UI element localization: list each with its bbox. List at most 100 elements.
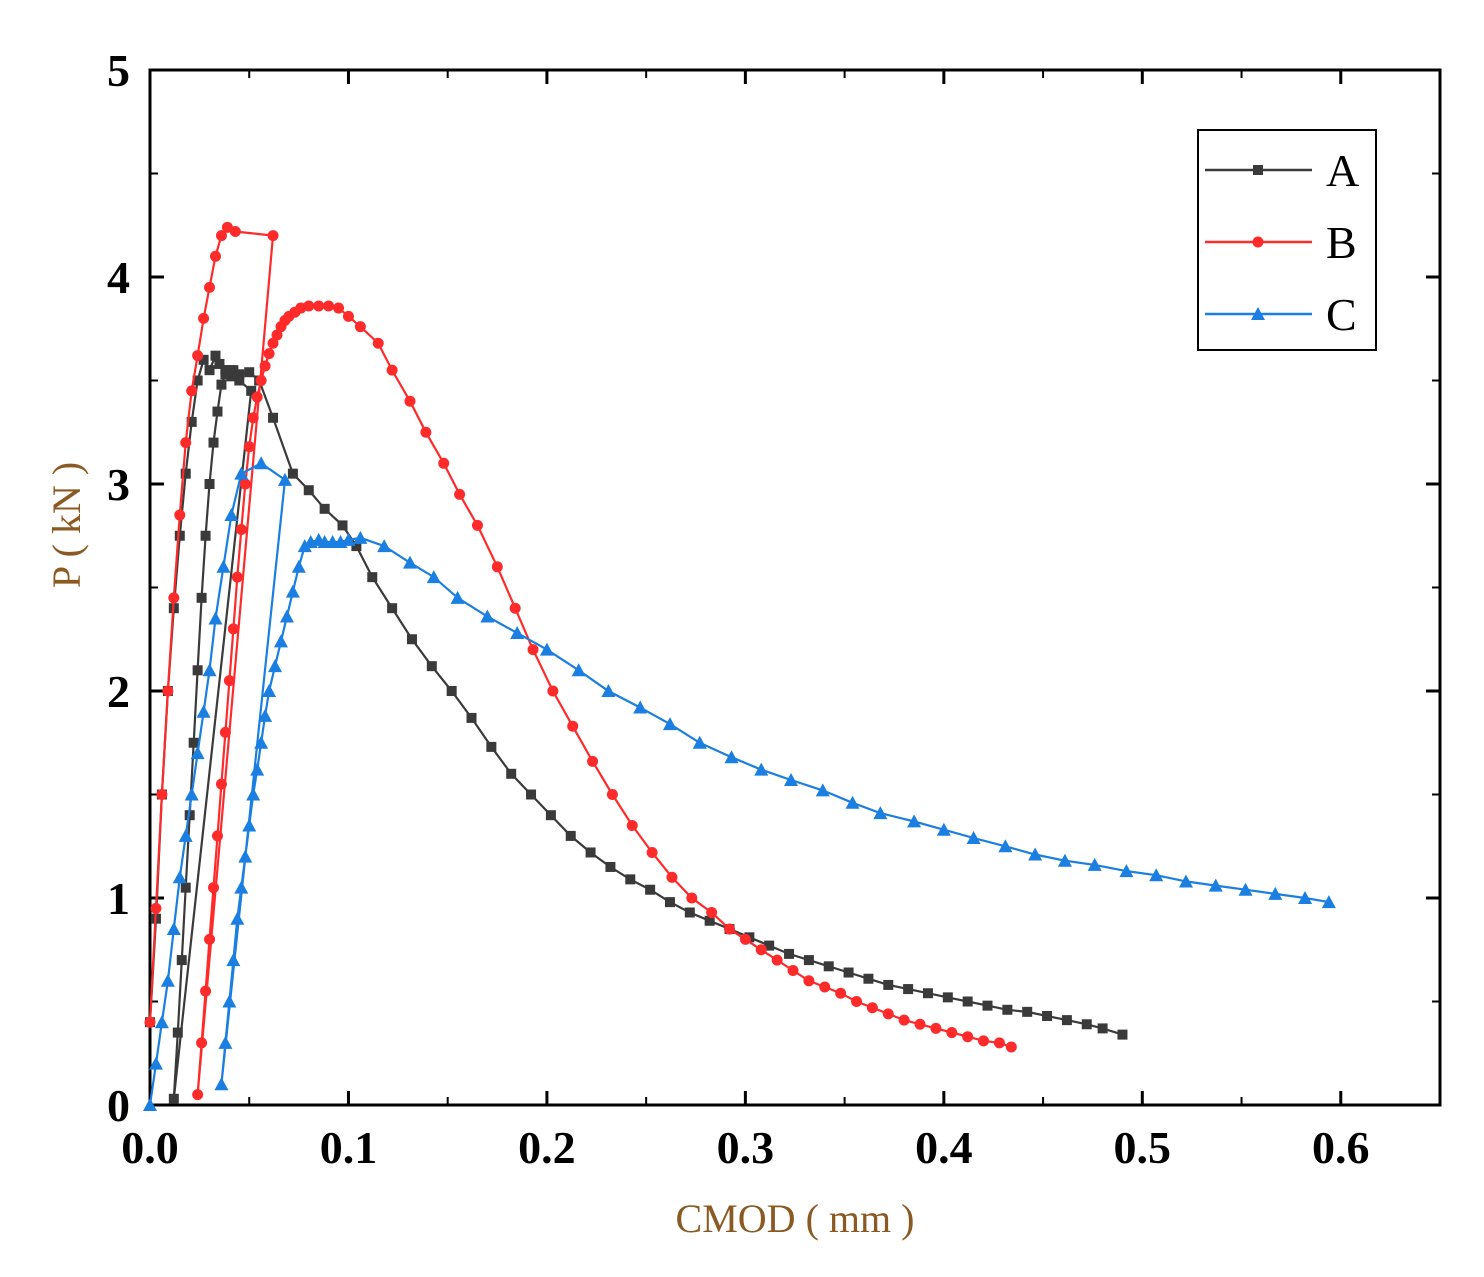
y-tick-label: 3 (107, 459, 130, 510)
data-point-C (268, 659, 283, 673)
data-point-C (279, 609, 294, 623)
data-point-A (1061, 1015, 1072, 1026)
data-point-A (208, 437, 219, 448)
data-point-C (297, 539, 312, 553)
data-point-C (1149, 868, 1164, 882)
data-point-C (662, 717, 677, 731)
data-point-C (966, 830, 981, 844)
data-point-B (313, 300, 325, 312)
data-point-B (323, 300, 335, 312)
data-point-A (387, 603, 398, 614)
data-point-A (168, 1093, 179, 1104)
data-point-B (962, 1031, 974, 1043)
x-tick-label: 0.6 (1312, 1122, 1370, 1173)
data-point-C (998, 839, 1013, 853)
data-point-C (222, 994, 237, 1008)
data-point-A (319, 503, 330, 514)
data-point-C (160, 973, 175, 987)
data-point-B (267, 337, 279, 349)
data-point-C (224, 508, 239, 522)
data-point-C (480, 609, 495, 623)
data-point-A (664, 897, 675, 908)
y-tick-labels: 0 1 2 3 4 5 (107, 45, 130, 1131)
data-point-A (188, 737, 199, 748)
data-point-C (234, 466, 249, 480)
data-point-C (250, 762, 265, 776)
data-point-C (234, 880, 249, 894)
x-tick-label: 0.0 (121, 1122, 179, 1173)
data-point-C (214, 1077, 229, 1091)
data-point-B (227, 623, 239, 635)
data-point-C (190, 746, 205, 760)
data-point-C (845, 795, 860, 809)
data-point-B (851, 996, 863, 1007)
data-point-B (914, 1018, 926, 1030)
data-point-A (426, 661, 437, 672)
data-point-A (216, 379, 227, 390)
data-point-B (978, 1035, 990, 1047)
x-tick-label: 0.1 (320, 1122, 378, 1173)
y-tick-label: 2 (107, 666, 130, 717)
data-point-A (645, 884, 656, 895)
data-point-B (882, 1008, 894, 1020)
data-point-C (208, 611, 223, 625)
data-point-A (268, 412, 279, 423)
data-point-B (231, 571, 243, 583)
data-point-A (198, 354, 209, 365)
data-point-A (234, 375, 245, 386)
data-point-C (277, 472, 292, 486)
data-point-C (377, 539, 392, 553)
data-point-C (784, 773, 799, 787)
data-point-B (259, 360, 271, 372)
data-point-C (936, 822, 951, 836)
data-point-A (367, 572, 378, 583)
data-point-B (333, 302, 345, 314)
data-point-B (215, 778, 227, 790)
data-point-B (200, 985, 212, 997)
data-point-C (230, 911, 245, 925)
data-point-C (873, 806, 888, 820)
data-point-B (372, 337, 384, 349)
data-point-B (204, 933, 216, 945)
data-point-C (907, 814, 922, 828)
data-point-C (254, 456, 269, 470)
data-point-C (166, 922, 181, 936)
data-point-C (273, 634, 288, 648)
data-point-B (787, 964, 799, 976)
data-point-C (601, 684, 616, 697)
data-point-A (506, 768, 517, 779)
data-point-C (539, 642, 554, 656)
x-tick-label: 0.2 (518, 1122, 576, 1173)
data-point-B (819, 981, 831, 993)
data-point-A (942, 992, 953, 1003)
y-tick-label: 0 (107, 1080, 130, 1131)
data-point-A (180, 882, 191, 893)
data-point-C (724, 750, 739, 764)
y-axis-title: P ( kN ) (44, 462, 89, 588)
data-point-A (228, 365, 239, 376)
data-point-B (303, 300, 315, 312)
data-point-C (510, 626, 525, 640)
data-point-B (342, 310, 354, 322)
data-point-A (1002, 1004, 1013, 1015)
data-point-B (930, 1022, 942, 1034)
legend-marker-C (1251, 307, 1265, 320)
data-point-A (234, 369, 245, 380)
data-point-A (466, 712, 477, 723)
data-point-C (633, 700, 648, 714)
data-point-C (216, 559, 231, 573)
data-point-A (526, 789, 537, 800)
data-point-B (263, 348, 275, 360)
data-point-C (291, 559, 306, 573)
data-point-A (784, 948, 795, 959)
data-point-C (450, 590, 465, 604)
data-point-B (186, 385, 198, 397)
data-point-B (239, 478, 251, 490)
data-point-B (606, 789, 618, 800)
data-point-B (666, 871, 678, 883)
data-point-A (1117, 1029, 1128, 1040)
y-tick-label: 4 (107, 252, 130, 303)
data-point-C (254, 735, 269, 749)
data-point-B (251, 391, 263, 403)
